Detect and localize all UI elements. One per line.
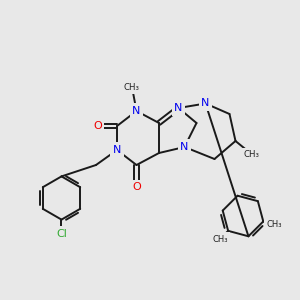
Text: O: O xyxy=(132,182,141,193)
Text: N: N xyxy=(201,98,210,109)
Text: N: N xyxy=(132,106,141,116)
Text: CH₃: CH₃ xyxy=(244,150,260,159)
Text: CH₃: CH₃ xyxy=(267,220,282,229)
Text: N: N xyxy=(113,145,121,155)
Text: N: N xyxy=(174,103,183,113)
Text: N: N xyxy=(180,142,189,152)
Text: CH₃: CH₃ xyxy=(212,235,228,244)
Text: CH₃: CH₃ xyxy=(124,82,140,91)
Text: Cl: Cl xyxy=(56,229,67,239)
Text: O: O xyxy=(93,121,102,131)
